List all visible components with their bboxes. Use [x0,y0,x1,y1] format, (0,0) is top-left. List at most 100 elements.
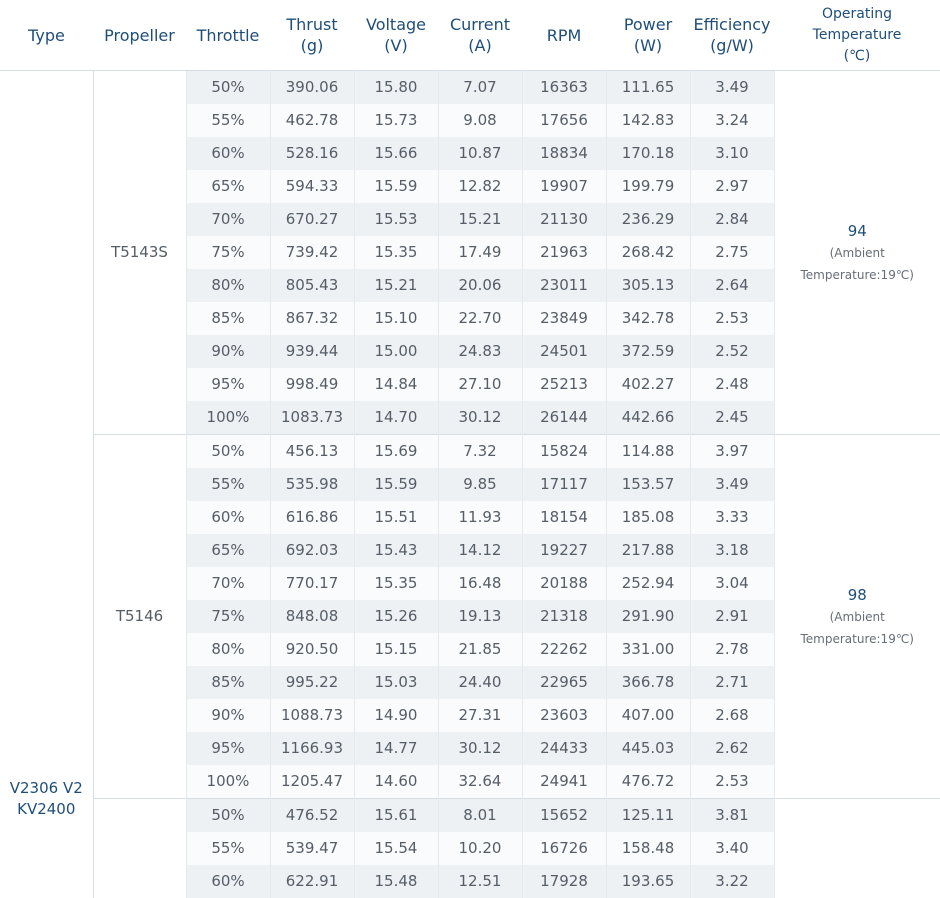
efficiency-cell: 3.24 [690,104,774,137]
thrust-cell: 528.16 [270,137,354,170]
throttle-cell: 70% [186,203,270,236]
voltage-cell: 15.00 [354,335,438,368]
power-cell: 185.08 [606,501,690,534]
efficiency-cell: 3.81 [690,799,774,833]
rpm-cell: 23603 [522,699,606,732]
header-type-line: Type [0,25,93,46]
rpm-cell: 15824 [522,435,606,469]
rpm-cell: 19907 [522,170,606,203]
type-label-line: KV2400 [0,799,93,820]
throttle-cell: 70% [186,567,270,600]
rpm-cell: 21963 [522,236,606,269]
current-cell: 17.49 [438,236,522,269]
thrust-cell: 670.27 [270,203,354,236]
thrust-cell: 1205.47 [270,765,354,799]
thrust-cell: 805.43 [270,269,354,302]
current-cell: 30.12 [438,401,522,435]
rpm-cell: 18154 [522,501,606,534]
header-rpm: RPM [522,0,606,71]
rpm-cell: 21318 [522,600,606,633]
current-cell: 12.82 [438,170,522,203]
rpm-cell: 21130 [522,203,606,236]
ambient-temperature-note: Temperature:19℃) [775,264,940,286]
throttle-cell: 85% [186,302,270,335]
voltage-cell: 15.53 [354,203,438,236]
current-cell: 14.12 [438,534,522,567]
throttle-cell: 60% [186,865,270,898]
thrust-cell: 692.03 [270,534,354,567]
efficiency-cell: 3.04 [690,567,774,600]
header-power-line: (W) [606,35,690,56]
voltage-cell: 14.84 [354,368,438,401]
header-propeller: Propeller [93,0,186,71]
rpm-cell: 23849 [522,302,606,335]
current-cell: 32.64 [438,765,522,799]
efficiency-cell: 3.22 [690,865,774,898]
efficiency-cell: 3.40 [690,832,774,865]
throttle-cell: 80% [186,633,270,666]
temperature-value: 94 [775,220,940,242]
header-voltage-line: Voltage [354,14,438,35]
rpm-cell: 16726 [522,832,606,865]
voltage-cell: 15.66 [354,137,438,170]
power-cell: 402.27 [606,368,690,401]
efficiency-cell: 3.18 [690,534,774,567]
efficiency-cell: 2.52 [690,335,774,368]
header-throttle: Throttle [186,0,270,71]
rpm-cell: 24433 [522,732,606,765]
efficiency-cell: 3.49 [690,468,774,501]
current-cell: 27.31 [438,699,522,732]
operating-temperature-cell [774,799,940,898]
voltage-cell: 15.48 [354,865,438,898]
header-propeller-line: Propeller [93,25,186,46]
voltage-cell: 15.26 [354,600,438,633]
propeller-cell: T5146 [93,435,186,799]
power-cell: 125.11 [606,799,690,833]
voltage-cell: 15.21 [354,269,438,302]
ambient-temperature-note: (Ambient [775,606,940,628]
efficiency-cell: 2.68 [690,699,774,732]
thrust-cell: 739.42 [270,236,354,269]
voltage-cell: 14.70 [354,401,438,435]
throttle-cell: 65% [186,534,270,567]
rpm-cell: 17117 [522,468,606,501]
header-current: Current(A) [438,0,522,71]
current-cell: 22.70 [438,302,522,335]
header-operating-temperature-line: Operating [774,4,940,25]
header-voltage-line: (V) [354,35,438,56]
power-cell: 153.57 [606,468,690,501]
thrust-cell: 998.49 [270,368,354,401]
voltage-cell: 14.77 [354,732,438,765]
efficiency-cell: 2.62 [690,732,774,765]
thrust-cell: 867.32 [270,302,354,335]
current-cell: 9.85 [438,468,522,501]
current-cell: 10.20 [438,832,522,865]
thrust-cell: 535.98 [270,468,354,501]
efficiency-cell: 2.78 [690,633,774,666]
voltage-cell: 15.59 [354,468,438,501]
rpm-cell: 25213 [522,368,606,401]
thrust-cell: 456.13 [270,435,354,469]
header-thrust-line: Thrust [270,14,354,35]
thrust-cell: 995.22 [270,666,354,699]
ambient-temperature-note: Temperature:19℃) [775,628,940,650]
power-cell: 142.83 [606,104,690,137]
voltage-cell: 15.80 [354,71,438,105]
thrust-cell: 462.78 [270,104,354,137]
propeller-cell: T5143S [93,71,186,435]
power-cell: 170.18 [606,137,690,170]
rpm-cell: 16363 [522,71,606,105]
rpm-cell: 17928 [522,865,606,898]
throttle-cell: 60% [186,137,270,170]
power-cell: 445.03 [606,732,690,765]
throttle-cell: 50% [186,799,270,833]
power-cell: 291.90 [606,600,690,633]
thrust-cell: 1088.73 [270,699,354,732]
efficiency-cell: 2.45 [690,401,774,435]
power-cell: 111.65 [606,71,690,105]
